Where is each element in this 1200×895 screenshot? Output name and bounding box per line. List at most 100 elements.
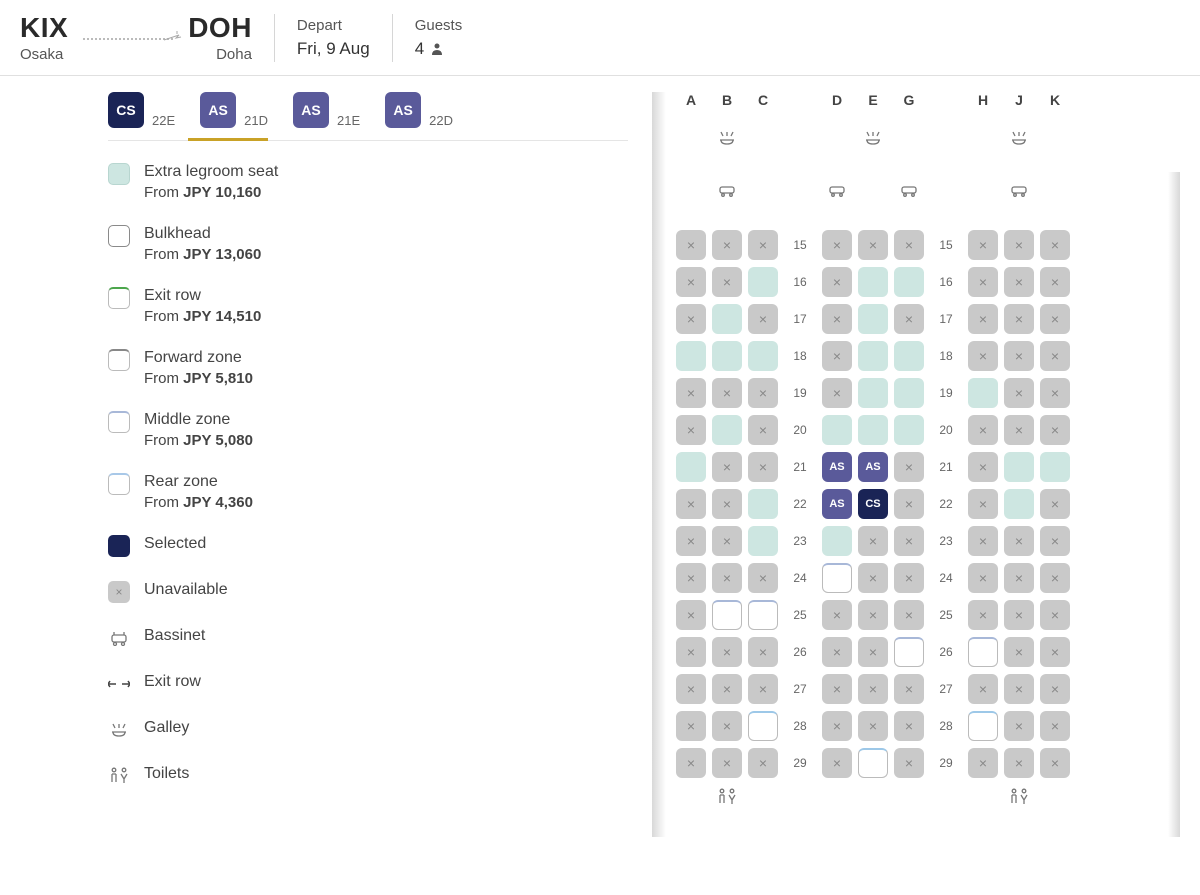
row-number: 24: [930, 571, 962, 585]
seat-26H[interactable]: [968, 637, 998, 667]
seat-21A[interactable]: [676, 452, 706, 482]
exit-row-icon: [108, 673, 130, 695]
seat-17E[interactable]: [858, 304, 888, 334]
seat-22E[interactable]: [858, 489, 888, 519]
passenger-tab[interactable]: AS21E: [293, 92, 360, 140]
seat-27G: [894, 674, 924, 704]
row-number: 15: [930, 238, 962, 252]
bulkhead-swatch: [108, 225, 130, 247]
seat-20B[interactable]: [712, 415, 742, 445]
column-header: G: [894, 92, 924, 108]
seat-19E[interactable]: [858, 378, 888, 408]
galley-icon: [1040, 126, 1070, 150]
seat-28J: [1004, 711, 1034, 741]
seat-29E[interactable]: [858, 748, 888, 778]
seat-19C: [748, 378, 778, 408]
seat-29D: [822, 748, 852, 778]
seat-25C[interactable]: [748, 600, 778, 630]
seat-20C: [748, 415, 778, 445]
seat-row: 2626: [676, 637, 1160, 667]
row-number: 23: [930, 534, 962, 548]
passenger-tab[interactable]: AS21D: [200, 92, 268, 140]
rear-zone-swatch: [108, 473, 130, 495]
seat-28H[interactable]: [968, 711, 998, 741]
passenger-tab[interactable]: AS22D: [385, 92, 453, 140]
bassinet-icon: [968, 178, 998, 202]
seat-row: 2222: [676, 489, 1160, 519]
seat-29A: [676, 748, 706, 778]
seat-17B[interactable]: [712, 304, 742, 334]
seat-15B: [712, 230, 742, 260]
seat-row: 1515: [676, 230, 1160, 260]
seat-20E[interactable]: [858, 415, 888, 445]
row-number: 25: [784, 608, 816, 622]
seat-23G: [894, 526, 924, 556]
seat-18B[interactable]: [712, 341, 742, 371]
seat-26G[interactable]: [894, 637, 924, 667]
galley-icon: [968, 126, 998, 150]
seat-25B[interactable]: [712, 600, 742, 630]
seat-16G[interactable]: [894, 267, 924, 297]
seat-20D[interactable]: [822, 415, 852, 445]
seat-27E: [858, 674, 888, 704]
seat-25E: [858, 600, 888, 630]
seat-24C: [748, 563, 778, 593]
seat-22C[interactable]: [748, 489, 778, 519]
seat-26K: [1040, 637, 1070, 667]
seat-23H: [968, 526, 998, 556]
seat-23C[interactable]: [748, 526, 778, 556]
seat-27D: [822, 674, 852, 704]
toilet-icon: [1004, 785, 1034, 809]
toilets-row: [676, 785, 1160, 809]
seat-16H: [968, 267, 998, 297]
seat-16C[interactable]: [748, 267, 778, 297]
bassinet-icon: [748, 178, 778, 202]
seat-17K: [1040, 304, 1070, 334]
seat-19D: [822, 378, 852, 408]
row-number: 19: [784, 386, 816, 400]
seat-18A[interactable]: [676, 341, 706, 371]
seat-24A: [676, 563, 706, 593]
toilet-icon: [1040, 785, 1070, 809]
seat-26D: [822, 637, 852, 667]
depart-label: Depart: [297, 17, 370, 34]
bassinet-row: [676, 178, 1160, 202]
seat-25G: [894, 600, 924, 630]
seat-22G: [894, 489, 924, 519]
depart-col: Depart Fri, 9 Aug: [297, 17, 370, 59]
seat-23E: [858, 526, 888, 556]
seat-20H: [968, 415, 998, 445]
seat-16E[interactable]: [858, 267, 888, 297]
seat-23D[interactable]: [822, 526, 852, 556]
seat-21K[interactable]: [1040, 452, 1070, 482]
bassinet-icon: [822, 178, 852, 202]
galley-row: [676, 126, 1160, 150]
seat-18G[interactable]: [894, 341, 924, 371]
seat-18C[interactable]: [748, 341, 778, 371]
seat-21D[interactable]: [822, 452, 852, 482]
seat-21J[interactable]: [1004, 452, 1034, 482]
seat-24D[interactable]: [822, 563, 852, 593]
galley-icon: [822, 126, 852, 150]
passenger-tab[interactable]: CS22E: [108, 92, 175, 140]
seat-18E[interactable]: [858, 341, 888, 371]
seat-22J[interactable]: [1004, 489, 1034, 519]
seat-21E[interactable]: [858, 452, 888, 482]
seat-15D: [822, 230, 852, 260]
seat-26E: [858, 637, 888, 667]
legend: Extra legroom seatFrom JPY 10,160 Bulkhe…: [108, 163, 628, 787]
seat-19H[interactable]: [968, 378, 998, 408]
seat-28C[interactable]: [748, 711, 778, 741]
seat-20G[interactable]: [894, 415, 924, 445]
seat-22D[interactable]: [822, 489, 852, 519]
galley-icon: [108, 719, 130, 741]
passenger-badge: AS: [385, 92, 421, 128]
seat-19G[interactable]: [894, 378, 924, 408]
toilet-icon: [676, 785, 706, 809]
depart-value: Fri, 9 Aug: [297, 39, 370, 59]
seat-16D: [822, 267, 852, 297]
seat-21B: [712, 452, 742, 482]
row-number: 28: [784, 719, 816, 733]
route: KIX Osaka DOH Doha: [20, 12, 252, 63]
row-number: 28: [930, 719, 962, 733]
